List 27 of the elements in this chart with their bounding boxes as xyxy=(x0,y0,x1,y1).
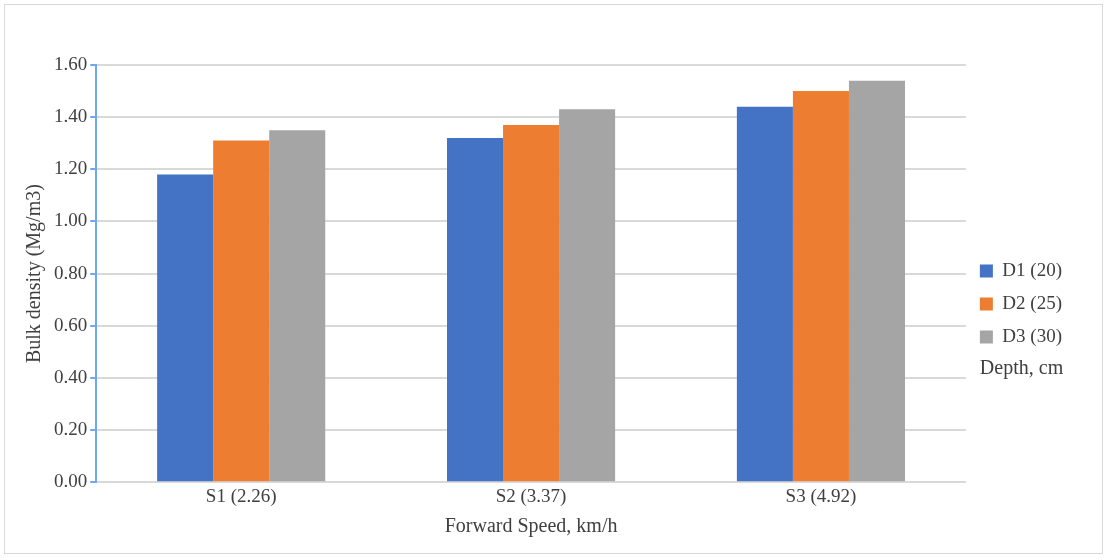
bar xyxy=(503,124,560,482)
bar xyxy=(736,106,793,482)
x-axis-title: Forward Speed, km/h xyxy=(444,514,618,538)
legend-title: Depth, cm xyxy=(979,355,1064,379)
y-tick-label: 1.00 xyxy=(54,209,88,231)
bar xyxy=(848,80,905,482)
y-tick-label: 1.20 xyxy=(54,157,88,179)
y-tick-label: 1.60 xyxy=(54,52,88,74)
y-tick-label: 0.80 xyxy=(54,261,88,283)
bar xyxy=(447,138,504,482)
bar xyxy=(269,130,326,482)
y-tick-label: 1.40 xyxy=(54,105,88,127)
x-tick-label: S3 (4.92) xyxy=(785,484,857,507)
y-tick-label: 0.00 xyxy=(54,470,88,492)
x-tick-label: S1 (2.26) xyxy=(205,484,277,507)
bar xyxy=(157,174,214,482)
legend-label: D3 (30) xyxy=(1002,324,1063,347)
x-tick-label: S2 (3.37) xyxy=(495,484,567,507)
y-tick-label: 0.60 xyxy=(54,313,88,335)
legend-label: D2 (25) xyxy=(1002,291,1063,314)
y-tick-label: 0.20 xyxy=(54,418,88,440)
bar xyxy=(213,140,270,482)
y-tick-label: 0.40 xyxy=(54,365,88,387)
bar xyxy=(792,91,849,482)
legend-label: D1 (20) xyxy=(1002,258,1063,281)
y-axis-title: Bulk density (Mg/m3) xyxy=(22,184,46,364)
bar xyxy=(559,109,616,482)
